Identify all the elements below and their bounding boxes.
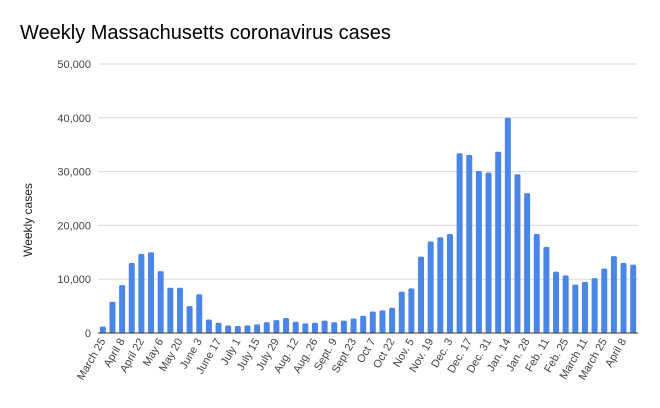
y-tick-label: 20,000 <box>57 220 91 232</box>
bar <box>196 294 203 333</box>
bar <box>128 263 135 333</box>
bar <box>99 326 106 333</box>
y-tick-label: 0 <box>85 328 91 340</box>
bar <box>601 268 608 333</box>
bar <box>475 171 482 333</box>
bar <box>273 320 280 333</box>
bar <box>456 153 463 333</box>
bar <box>524 193 531 333</box>
bar <box>504 117 511 333</box>
bar <box>331 322 338 333</box>
bar <box>543 246 550 333</box>
bar <box>340 320 347 333</box>
bar <box>533 234 540 333</box>
bars <box>99 117 637 333</box>
bar <box>244 325 251 333</box>
chart-title: Weekly Massachusetts coronavirus cases <box>20 22 391 44</box>
bar <box>591 278 598 333</box>
bar <box>427 241 434 333</box>
bar <box>514 174 521 333</box>
bar <box>408 288 415 333</box>
bar <box>138 253 145 333</box>
bar <box>215 322 222 333</box>
bar <box>350 318 357 333</box>
bar <box>263 322 270 333</box>
bar <box>581 281 588 333</box>
bar <box>389 307 396 333</box>
bar <box>620 263 627 333</box>
bar <box>167 287 174 333</box>
bar <box>119 285 126 333</box>
bar <box>205 319 212 333</box>
bar <box>495 151 502 333</box>
bar <box>283 317 290 333</box>
bar <box>302 323 309 333</box>
bar <box>437 237 444 333</box>
bar <box>360 315 367 333</box>
bar <box>379 310 386 333</box>
y-tick-label: 10,000 <box>57 274 91 286</box>
bar <box>630 264 637 333</box>
bar <box>225 325 232 333</box>
bar <box>176 287 183 333</box>
bar <box>234 326 241 333</box>
y-tick-label: 50,000 <box>57 59 91 71</box>
bar <box>109 301 116 333</box>
y-tick-label: 40,000 <box>57 113 91 125</box>
bar <box>485 172 492 333</box>
bar <box>292 321 299 333</box>
bar <box>186 306 193 333</box>
bar <box>369 311 376 333</box>
bar <box>562 275 569 333</box>
bar <box>610 256 617 333</box>
y-axis-label: Weekly cases <box>21 183 35 257</box>
bar <box>311 322 318 333</box>
bar <box>157 271 164 333</box>
bar <box>553 271 560 333</box>
bar <box>398 291 405 333</box>
y-tick-label: 30,000 <box>57 167 91 179</box>
bar <box>321 320 328 333</box>
bar <box>418 256 425 333</box>
bar <box>572 284 579 333</box>
bar <box>466 154 473 333</box>
y-tick-labels: 0 10,000 20,000 30,000 40,000 50,000 <box>57 59 91 340</box>
bar <box>446 234 453 333</box>
bar <box>148 252 155 333</box>
bar <box>254 324 261 333</box>
